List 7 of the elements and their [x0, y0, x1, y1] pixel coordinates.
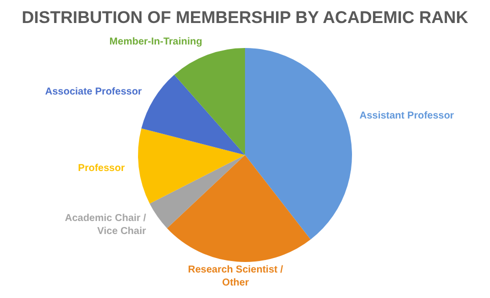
chart-title: DISTRIBUTION OF MEMBERSHIP BY ACADEMIC RANK: [20, 8, 470, 28]
slice-label: Research Scientist / Other: [188, 264, 284, 288]
slice-label: Member-In-Training: [109, 36, 202, 48]
slice-label: Professor: [78, 163, 125, 174]
slice-label: Assistant Professor: [359, 110, 454, 122]
slice-label: Associate Professor: [45, 86, 142, 98]
slice-label: Academic Chair / Vice Chair: [64, 212, 146, 237]
